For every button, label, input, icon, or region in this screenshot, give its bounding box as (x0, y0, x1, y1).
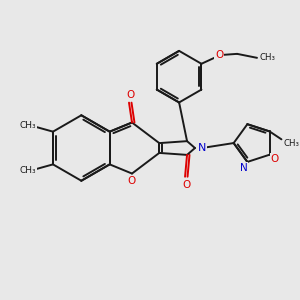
Text: CH₃: CH₃ (260, 53, 276, 62)
Text: O: O (215, 50, 224, 60)
Text: CH₃: CH₃ (20, 166, 37, 175)
Text: N: N (239, 163, 247, 173)
Text: CH₃: CH₃ (20, 121, 37, 130)
Text: O: O (128, 176, 136, 187)
Text: CH₃: CH₃ (284, 139, 299, 148)
Text: O: O (182, 180, 190, 190)
Text: N: N (198, 143, 206, 153)
Text: O: O (126, 90, 134, 100)
Text: O: O (270, 154, 279, 164)
